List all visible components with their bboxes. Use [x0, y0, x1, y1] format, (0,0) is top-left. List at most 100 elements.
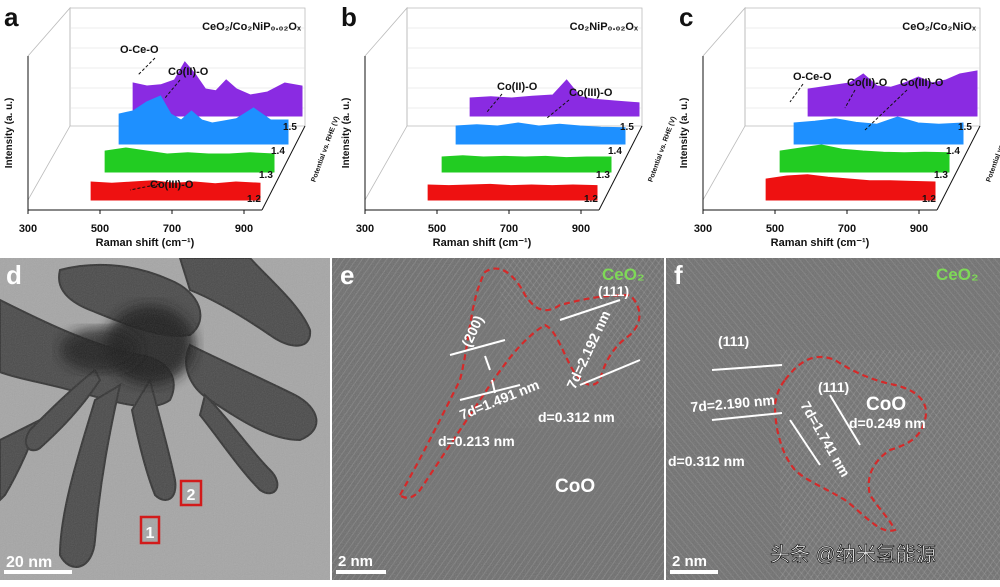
panel-letter-b: b [341, 2, 357, 32]
peak-annotation: Co(II)-O [847, 77, 888, 89]
z-axis-label: Potential vs. RHE (V) [647, 116, 677, 183]
z-tick-label: 1.5 [620, 122, 634, 133]
raman-series-1-2 [90, 180, 261, 201]
raman-series-1-3 [779, 144, 950, 173]
x-tick-label: 700 [500, 223, 518, 235]
tem-panel-d: 1 2 20 nm d [0, 258, 330, 580]
y-axis-label: Intensity (a. u.) [679, 98, 690, 169]
raman-series-1-3 [104, 147, 275, 173]
spacing-d-0213: d=0.213 nm [438, 433, 515, 449]
plane-label-111-f1: (111) [718, 333, 749, 349]
y-axis-label: Intensity (a. u.) [341, 98, 352, 169]
sample-label-c: CeO₂/Co₂NiOₓ [902, 21, 977, 33]
raman-series-1-4 [793, 116, 964, 145]
hrtem-panel-e: (200) (111) 7d=1.491 nm 7d=2.192 nm d=0.… [332, 258, 664, 580]
svg-text:2 nm: 2 nm [672, 553, 707, 570]
peak-annotation: O-Ce-O [120, 44, 159, 56]
marker-1: 1 [139, 515, 161, 545]
annotation-leader [844, 89, 856, 109]
x-tick-label: 900 [910, 223, 928, 235]
x-axis-label: Raman shift (cm⁻¹) [771, 237, 870, 249]
z-tick-label: 1.2 [247, 194, 261, 205]
scalebar-f: 2 nm [670, 553, 718, 574]
x-tick-label: 700 [838, 223, 856, 235]
raman-series-1-5 [469, 79, 640, 117]
plane-label-111-e: (111) [598, 283, 629, 299]
z-tick-label: 1.4 [946, 146, 960, 157]
panel-letter-a: a [4, 2, 19, 32]
x-tick-label: 700 [163, 223, 181, 235]
y-axis-label: Intensity (a. u.) [4, 98, 15, 169]
raman-panel-c: 300 500 700 900 Raman shift (cm⁻¹) Intensity … [679, 2, 1000, 249]
x-tick-label: 500 [428, 223, 446, 235]
annotation-leader [789, 83, 804, 103]
lattice-fringe-f [711, 364, 861, 466]
x-tick-label: 300 [694, 223, 712, 235]
raman-series-1-2 [765, 174, 936, 201]
svg-text:20 nm: 20 nm [6, 554, 52, 571]
phase-label-coo-f: CoO [866, 394, 906, 415]
z-axis [261, 125, 306, 211]
x-axis-label: Raman shift (cm⁻¹) [96, 237, 195, 249]
annotation-leader [137, 57, 156, 76]
z-tick-label: 1.4 [608, 146, 622, 157]
spacing-7d-2190: 7d=2.190 nm [690, 392, 776, 415]
side-wall [702, 6, 746, 202]
spacing-d-0312-e: d=0.312 nm [538, 409, 615, 425]
lattice-fringe-200 [449, 339, 521, 401]
z-tick-label: 1.4 [271, 146, 285, 157]
sample-label-a: CeO₂/Co₂NiP₀.₀₂Oₓ [202, 21, 302, 33]
z-tick-label: 1.5 [958, 122, 972, 133]
svg-text:2: 2 [187, 487, 196, 504]
grain-boundary-e [398, 267, 641, 499]
phase-label-ceo2-f: CeO₂ [936, 265, 979, 284]
raman-panel-b: 300 500 700 900 Raman shift (cm⁻¹) Intensity … [341, 2, 678, 249]
peak-annotation: Co(III)-O [900, 77, 944, 89]
raman-panel-a: 300 500 700 900 Raman shift (cm⁻¹) Intensity … [4, 2, 341, 249]
spacing-d-0312-f: d=0.312 nm [668, 453, 745, 469]
z-axis-label: Potential vs. RHE (V) [310, 116, 340, 183]
panel-letter-d: d [6, 260, 22, 290]
hrtem-panel-f: (111) (111) 7d=2.190 nm 7d=1.741 nm d=0.… [666, 258, 1000, 580]
z-axis [936, 125, 981, 211]
z-axis-label: Potential vs. RHE (V) [985, 116, 1000, 183]
svg-text:2 nm: 2 nm [338, 553, 373, 570]
peak-annotation: Co(II)-O [168, 66, 209, 78]
z-tick-label: 1.3 [259, 170, 273, 181]
x-tick-label: 300 [356, 223, 374, 235]
x-tick-label: 500 [766, 223, 784, 235]
sample-label-b: Co₂NiP₀.₀₂Oₓ [570, 21, 639, 33]
z-tick-label: 1.3 [596, 170, 610, 181]
panel-letter-f: f [674, 260, 683, 290]
x-tick-label: 500 [91, 223, 109, 235]
phase-label-coo-e: CoO [555, 476, 595, 497]
z-tick-label: 1.2 [584, 194, 598, 205]
side-wall [27, 6, 71, 202]
lattice-fringe-111 [559, 299, 641, 386]
svg-text:1: 1 [146, 525, 155, 542]
x-tick-label: 900 [572, 223, 590, 235]
spacing-d-0249: d=0.249 nm [849, 415, 926, 431]
grain-boundary-f [773, 355, 928, 532]
z-axis [598, 125, 643, 211]
scalebar-e: 2 nm [336, 553, 386, 574]
annotation-leader [486, 93, 503, 113]
raman-series-1-4 [118, 95, 289, 145]
phase-label-ceo2-e: CeO₂ [602, 265, 645, 284]
z-tick-label: 1.5 [283, 122, 297, 133]
peak-annotation: O-Ce-O [793, 71, 832, 83]
peak-annotation: Co(II)-O [497, 81, 538, 93]
marker-2: 2 [179, 479, 203, 507]
raman-series-1-5 [807, 70, 978, 117]
raman-series-1-2 [427, 183, 598, 201]
peak-annotation: Co(III)-O [569, 87, 613, 99]
panel-letter-e: e [340, 260, 354, 290]
annotation-leader [129, 183, 161, 191]
panel-letter-c: c [679, 2, 693, 32]
z-tick-label: 1.2 [922, 194, 936, 205]
raman-series-1-3 [441, 155, 612, 173]
watermark: 头条 @纳米氢能源 [770, 543, 936, 566]
peak-annotation: Co(III)-O [150, 179, 194, 191]
